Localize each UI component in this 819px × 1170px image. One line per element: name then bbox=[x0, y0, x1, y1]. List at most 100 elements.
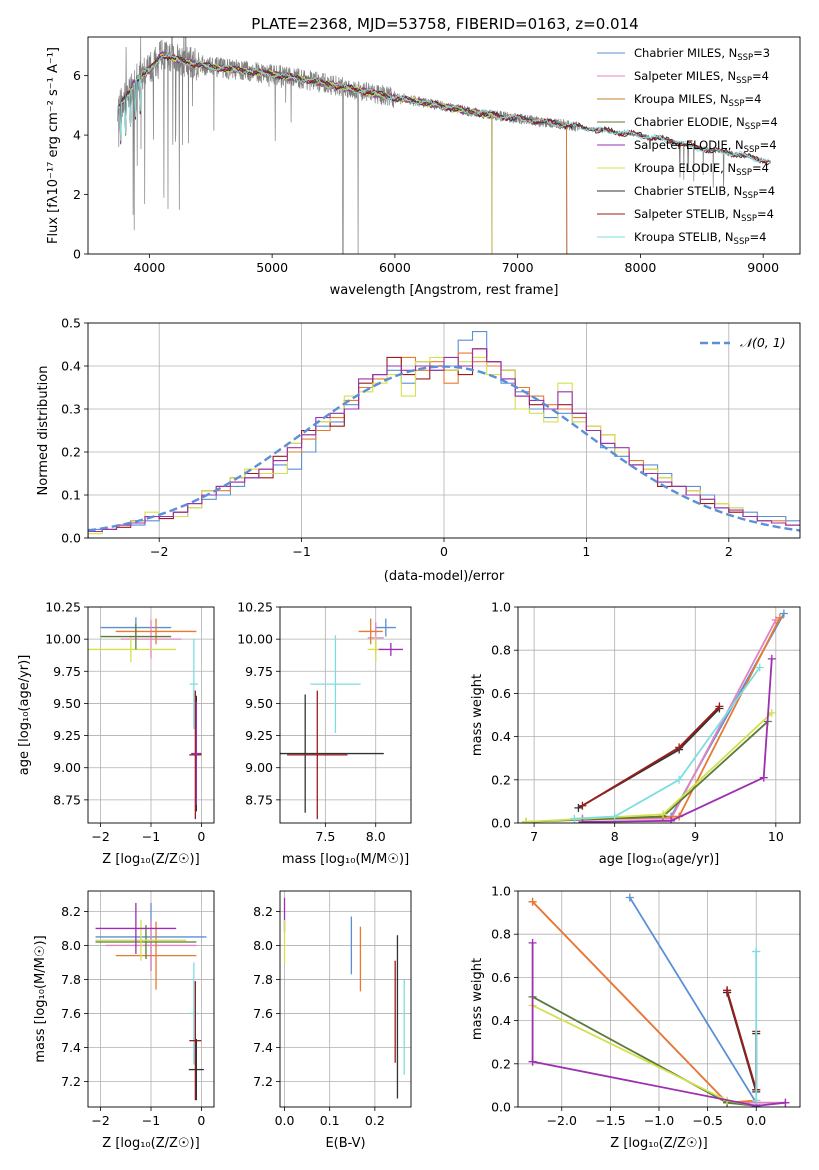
weight-marker bbox=[522, 817, 531, 823]
errorbar-point-3 bbox=[88, 636, 177, 663]
y-tick-label: 0.0 bbox=[491, 816, 511, 831]
y-tick-label: 2 bbox=[73, 187, 81, 202]
plot-area bbox=[117, 37, 771, 254]
legend-entry-sub: SSP bbox=[745, 122, 761, 132]
errorbar-point-7 bbox=[287, 690, 348, 820]
weight-marker bbox=[781, 1098, 790, 1107]
weight-line-2 bbox=[582, 617, 781, 821]
y-tick-label: 0.0 bbox=[491, 1100, 511, 1115]
y-tick-label: 0.4 bbox=[491, 1013, 511, 1028]
weight-line-7 bbox=[582, 705, 721, 807]
errorbar-point-2 bbox=[115, 618, 197, 645]
x-tick-label: 8000 bbox=[625, 260, 657, 275]
legend-entry-sub: SSP bbox=[737, 53, 753, 63]
model-spectrum-4 bbox=[118, 50, 493, 254]
y-tick-label: 7.4 bbox=[61, 1040, 81, 1055]
legend-entry-count: =4 bbox=[752, 161, 769, 175]
x-axis-label: mass [log₁₀(M/M☉)] bbox=[282, 852, 409, 867]
x-tick-label: 0 bbox=[197, 829, 205, 844]
weight-line-7 bbox=[726, 990, 758, 1090]
x-tick-label: 7.5 bbox=[315, 829, 335, 844]
x-tick-label: 4000 bbox=[133, 260, 165, 275]
axes-frame bbox=[87, 606, 215, 824]
errorbar-point-5 bbox=[310, 635, 361, 733]
errorbar-point-6 bbox=[280, 694, 384, 813]
x-tick-label: 0.1 bbox=[320, 1113, 340, 1128]
legend-entry: Chabrier MILES, NSSP=3 bbox=[634, 46, 770, 63]
x-tick-label: 2 bbox=[725, 544, 733, 559]
chart-panel-6: 0.0 0.1 0.2 7.2 7.4 7.6 7.8 8.0 8.2 E(B-V) bbox=[253, 890, 412, 1151]
plot-area bbox=[88, 891, 214, 1107]
model-spectrum-8 bbox=[118, 53, 770, 163]
weight-marker bbox=[610, 812, 619, 821]
x-tick-label: 6000 bbox=[379, 260, 411, 275]
x-tick-label: 8.0 bbox=[366, 829, 386, 844]
y-axis-label: Normed distribution bbox=[36, 366, 51, 496]
axes-frame bbox=[279, 890, 412, 1108]
y-tick-label: 7.6 bbox=[61, 1006, 81, 1021]
x-tick-label: −0.5 bbox=[692, 1113, 722, 1128]
y-axis-label: Flux [fλ10⁻¹⁷ erg cm⁻² s⁻¹ A⁻¹] bbox=[46, 47, 61, 244]
errorbar-point-4 bbox=[378, 643, 403, 656]
y-tick-label: 10.25 bbox=[45, 600, 81, 615]
y-tick-label: 8.0 bbox=[253, 938, 273, 953]
plot-area bbox=[518, 891, 800, 1107]
model-spectrum-5 bbox=[118, 53, 493, 254]
legend-entry: Salpeter STELIB, NSSP=4 bbox=[634, 207, 774, 224]
x-tick-label: 9 bbox=[691, 829, 699, 844]
y-axis-label: mass weight bbox=[470, 958, 485, 1040]
weight-marker bbox=[675, 775, 684, 784]
x-axis-label: Z [log₁₀(Z/Z☉)] bbox=[102, 1136, 199, 1151]
plot-area bbox=[280, 607, 411, 823]
errorbar-point-5 bbox=[95, 902, 177, 954]
y-tick-label: 1.0 bbox=[491, 600, 511, 615]
legend-entry-name: Kroupa ELODIE, N bbox=[634, 161, 736, 175]
x-axis-label: Z [log₁₀(Z/Z☉)] bbox=[102, 852, 199, 867]
y-tick-label: 0.4 bbox=[61, 359, 81, 374]
y-tick-label: 9.25 bbox=[53, 728, 81, 743]
chart-panel-7: −2.0 −1.5 −1.0 −0.5 0.0 0.0 0.2 0.4 0.6 0.8 1.0 Z [… bbox=[470, 884, 801, 1151]
x-tick-label: 0.2 bbox=[365, 1113, 385, 1128]
weight-marker bbox=[755, 663, 764, 672]
y-tick-label: 7.8 bbox=[61, 972, 81, 987]
y-tick-label: 8.0 bbox=[61, 938, 81, 953]
weight-marker bbox=[574, 803, 583, 812]
axes-frame bbox=[279, 606, 412, 824]
y-tick-label: 7.8 bbox=[253, 972, 273, 987]
legend-entry-sub: SSP bbox=[736, 168, 752, 178]
legend-entry-sub: SSP bbox=[744, 145, 760, 155]
legend-entry-name: Chabrier ELODIE, N bbox=[634, 115, 745, 129]
legend-entry-sub: SSP bbox=[734, 237, 750, 247]
weight-marker bbox=[752, 1096, 761, 1105]
plot-area bbox=[88, 323, 800, 538]
weight-marker bbox=[767, 708, 776, 717]
legend-entry: Kroupa MILES, NSSP=4 bbox=[634, 92, 761, 109]
x-tick-label: 0 bbox=[197, 1113, 205, 1128]
weight-marker bbox=[578, 801, 587, 810]
axes-frame bbox=[517, 890, 801, 1108]
y-tick-label: 0.3 bbox=[61, 402, 81, 417]
y-tick-label: 9.25 bbox=[245, 728, 273, 743]
errorbar-point-6 bbox=[188, 962, 199, 1065]
y-tick-label: 9.50 bbox=[245, 696, 273, 711]
legend-entry-name: Salpeter STELIB, N bbox=[634, 207, 741, 221]
legend-entry: 𝒩(0, 1) bbox=[740, 335, 786, 350]
legend-entry-name: Kroupa MILES, N bbox=[634, 92, 729, 106]
legend-entry-sub: SSP bbox=[741, 214, 757, 224]
x-axis-label: wavelength [Angstrom, rest frame] bbox=[330, 283, 559, 298]
weight-marker bbox=[528, 1057, 537, 1066]
chart-panel-5: −2 −1 0 7.2 7.4 7.6 7.8 8.0 8.2 Z [log₁₀(Z/Z☉)] ma… bbox=[33, 890, 215, 1151]
chart-panel-4: 7 8 9 10 0.0 0.2 0.4 0.6 0.8 1.0 age [log₁₀(age/yr… bbox=[470, 600, 801, 867]
x-tick-label: 5000 bbox=[256, 260, 288, 275]
legend-entry: Kroupa STELIB, NSSP=4 bbox=[634, 230, 766, 247]
x-axis-label: E(B-V) bbox=[325, 1136, 365, 1151]
weight-marker bbox=[723, 986, 732, 995]
legend-entry-sub: SSP bbox=[736, 76, 752, 86]
plot-area bbox=[280, 891, 411, 1107]
y-tick-label: 8.2 bbox=[253, 904, 273, 919]
axes-frame bbox=[87, 890, 215, 1108]
weight-marker bbox=[759, 773, 768, 782]
chart-panel-3: 7.5 8.0 8.75 9.00 9.25 9.50 9.75 10.00 10.25 mass… bbox=[237, 600, 412, 867]
axes-frame bbox=[517, 606, 801, 824]
weight-line-5 bbox=[582, 658, 773, 823]
